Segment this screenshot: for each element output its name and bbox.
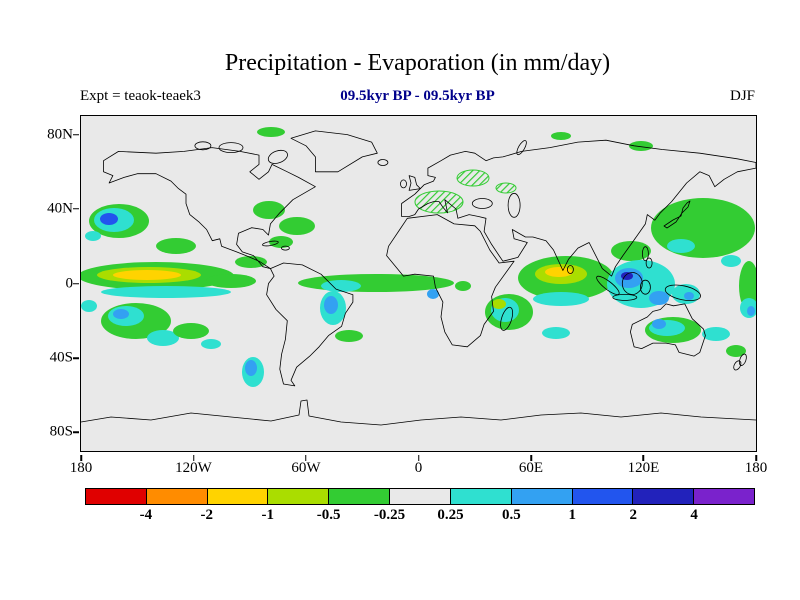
anomaly-contours <box>81 127 756 387</box>
colorbar-swatch <box>510 488 573 505</box>
anomaly-africa-madagascar <box>455 281 570 339</box>
anomaly-equatorial-pacific <box>81 262 256 298</box>
lon-tick-label-180w: 180 <box>69 460 93 476</box>
anomaly-north-pacific <box>85 204 196 254</box>
lon-tick-label-180e: 180 <box>744 460 768 476</box>
lon-tick-label-60e: 60E <box>518 460 544 476</box>
colorbar-labels: -4 -2 -1 -0.5 -0.25 0.25 0.5 1 2 4 <box>85 507 755 527</box>
colorbar-swatch <box>328 488 391 505</box>
lon-tick-label-120e: 120E <box>627 460 660 476</box>
tick-mark <box>417 454 420 461</box>
lat-tick-label-40n: 40N <box>47 200 73 217</box>
coastline-greenland <box>290 130 378 173</box>
anomaly-europe-hatched <box>257 127 653 214</box>
tick-mark <box>305 454 307 461</box>
experiment-label: Expt = teaok-teaek3 <box>80 88 201 104</box>
tick-mark <box>530 454 532 461</box>
tick-mark <box>80 454 82 461</box>
colorbar-label: 0.25 <box>437 507 464 523</box>
lon-tick-label-120w: 120W <box>175 460 212 476</box>
colorbar-swatch <box>145 488 208 505</box>
colorbar <box>85 488 755 505</box>
coastlines <box>81 130 756 426</box>
anomaly-north-atlantic <box>235 201 315 268</box>
colorbar-label: -1 <box>261 507 274 523</box>
tick-mark <box>73 133 79 136</box>
anomaly-southeast-pacific <box>81 300 221 349</box>
colorbar-label: -0.5 <box>316 507 341 523</box>
colorbar-label: -4 <box>139 507 153 523</box>
coastline-south-america <box>266 262 354 387</box>
lon-tick-label-0: 0 <box>414 460 423 476</box>
lon-tick-label-60w: 60W <box>291 460 321 476</box>
map-plot: 80N 40N 0 40S 80S 180 120W 60W 0 60E 120… <box>47 115 767 476</box>
coastline-north-america <box>103 147 316 269</box>
tick-mark <box>755 454 757 461</box>
colorbar-label: 1 <box>568 507 577 523</box>
coastline-africa <box>386 214 515 348</box>
lat-tick-label-eq: 0 <box>65 275 74 291</box>
colorbar-label: 0.5 <box>502 507 521 523</box>
coastline-japan <box>663 200 691 229</box>
coastline-islands <box>194 140 747 371</box>
colorbar-swatch <box>267 488 330 505</box>
tick-mark <box>192 454 195 461</box>
anomaly-atlantic-south-america <box>242 274 454 387</box>
colorbar-label: -0.25 <box>373 507 406 523</box>
tick-mark <box>642 454 645 461</box>
colorbar-swatch <box>571 488 634 505</box>
coastline-antarctica <box>81 399 756 426</box>
colorbar-label: 2 <box>629 507 637 523</box>
coastline-britain <box>408 175 421 191</box>
period-label: 09.5kyr BP - 09.5kyr BP <box>340 88 495 104</box>
colorbar-swatch <box>389 488 451 505</box>
tick-mark <box>73 357 79 359</box>
lat-tick-label-40s: 40S <box>49 349 73 366</box>
anomaly-south-australia <box>645 317 746 357</box>
figure-title: Precipitation - Evaporation (in mm/day) <box>224 50 611 76</box>
colorbar-swatch <box>206 488 269 505</box>
coastline-australia <box>630 303 706 357</box>
coastline-eurasia <box>401 139 756 277</box>
anomaly-indian-ocean <box>518 256 614 306</box>
tick-mark <box>73 208 79 210</box>
season-label: DJF <box>729 88 755 104</box>
anomaly-west-pacific <box>651 198 756 318</box>
colorbar-swatch <box>449 488 512 505</box>
colorbar-swatch <box>632 488 695 505</box>
colorbar-label: -2 <box>200 507 214 523</box>
lat-tick-label-80s: 80S <box>49 423 73 440</box>
colorbar-label: 4 <box>690 507 698 523</box>
colorbar-swatch <box>693 488 755 505</box>
lat-tick-label-80n: 80N <box>47 126 73 143</box>
colorbar-swatch <box>85 488 147 505</box>
tick-mark <box>73 431 79 434</box>
world-map <box>81 127 756 426</box>
tick-mark <box>73 282 79 285</box>
